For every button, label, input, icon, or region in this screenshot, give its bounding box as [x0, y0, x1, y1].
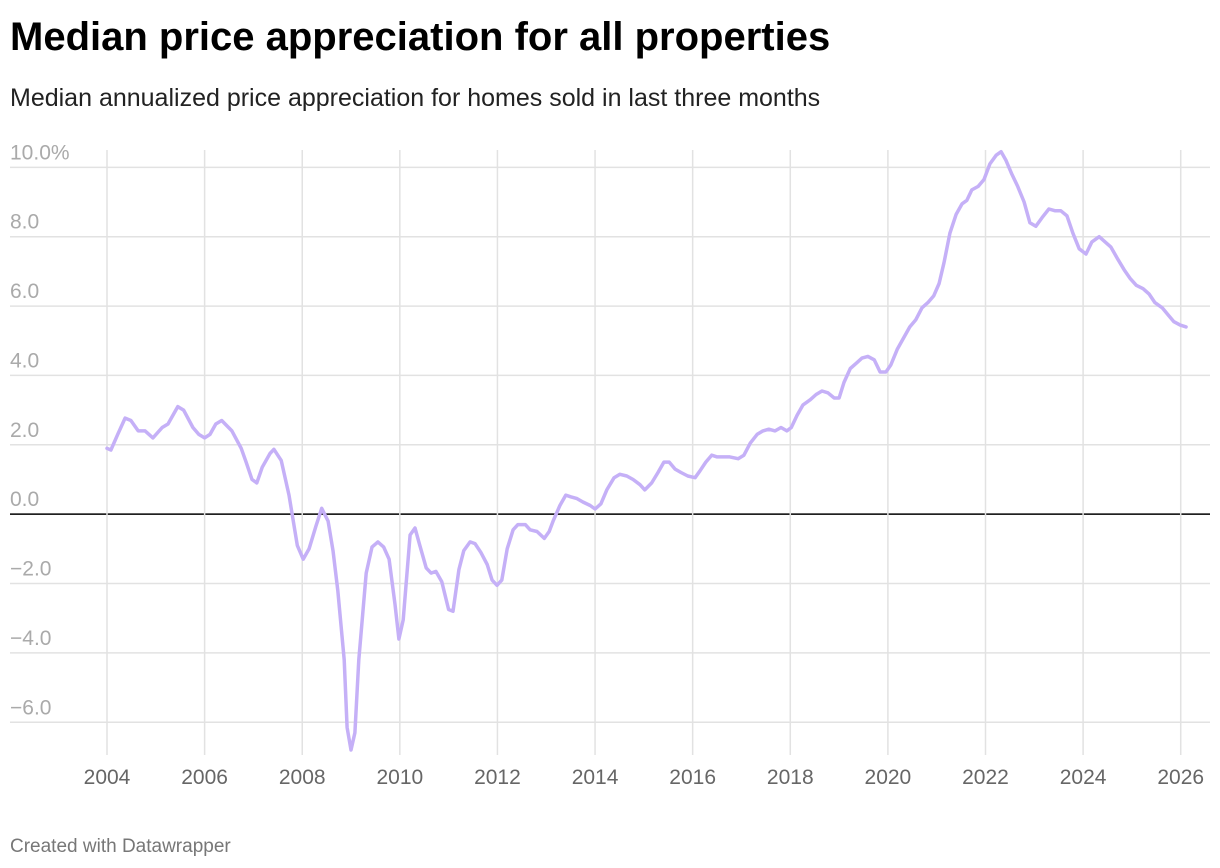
x-tick-label: 2026 — [1157, 766, 1204, 789]
y-tick-label: 2.0 — [10, 419, 39, 442]
footer: Created with Datawrapper — [10, 836, 231, 857]
chart-subtitle: Median annualized price appreciation for… — [10, 84, 820, 112]
chart-title: Median price appreciation for all proper… — [10, 15, 830, 59]
y-tick-label: 0.0 — [10, 488, 39, 511]
y-tick-label: 8.0 — [10, 211, 39, 234]
y-tick-label: −4.0 — [10, 627, 51, 650]
y-tick-label: −2.0 — [10, 558, 51, 581]
x-tick-label: 2014 — [572, 766, 619, 789]
x-tick-label: 2018 — [767, 766, 814, 789]
x-tick-label: 2008 — [279, 766, 326, 789]
data-line — [105, 149, 1188, 752]
y-tick-label: −6.0 — [10, 696, 51, 719]
x-tick-label: 2006 — [181, 766, 228, 789]
x-tick-label: 2016 — [669, 766, 716, 789]
y-tick-label: 4.0 — [10, 349, 39, 372]
y-tick-label: 6.0 — [10, 280, 39, 303]
x-tick-label: 2022 — [962, 766, 1009, 789]
x-tick-label: 2012 — [474, 766, 521, 789]
x-tick-label: 2004 — [84, 766, 131, 789]
y-tick-label: 10.0% — [10, 141, 70, 164]
x-tick-label: 2010 — [376, 766, 423, 789]
x-tick-label: 2020 — [865, 766, 912, 789]
x-tick-label: 2024 — [1060, 766, 1107, 789]
